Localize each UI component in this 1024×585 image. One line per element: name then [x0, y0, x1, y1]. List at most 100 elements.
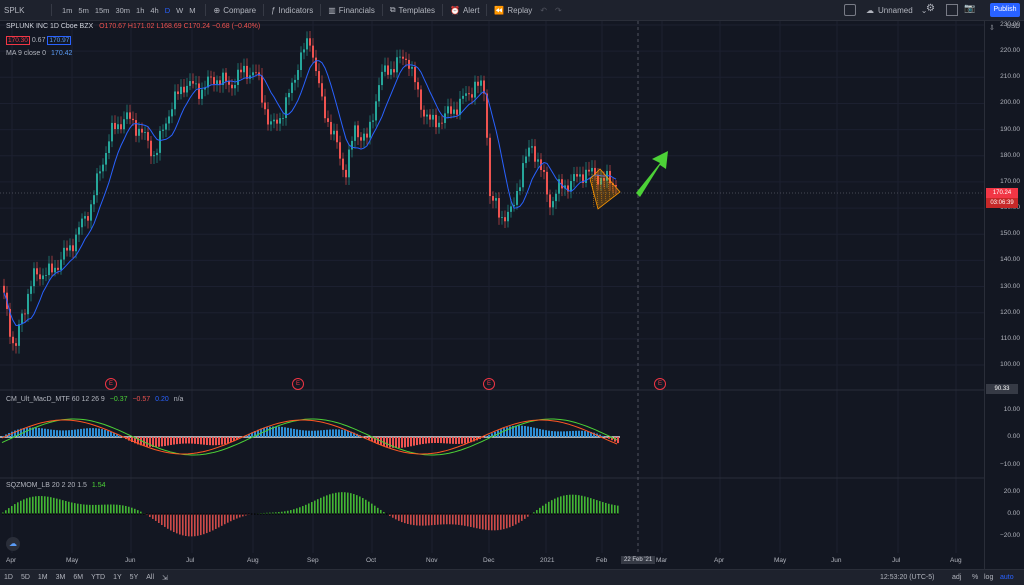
ma-legend[interactable]: MA 9 close 0 170.42: [6, 50, 72, 57]
squeeze-dot: [227, 513, 229, 515]
macd-histogram-bar: [218, 437, 220, 445]
candle-body: [99, 171, 101, 173]
log-toggle[interactable]: log: [980, 574, 997, 581]
clock[interactable]: 12:53:20 (UTC-5): [876, 574, 938, 581]
momentum-bar: [41, 496, 43, 514]
divider: [486, 4, 487, 16]
symbol-legend[interactable]: SPLUNK INC 1D Cboe BZX O170.67 H171.02 L…: [6, 23, 260, 30]
squeeze-dot: [377, 513, 379, 515]
publish-label: Publish: [994, 6, 1017, 13]
macd-title: CM_Ult_MacD_MTF 60 12 26 9: [6, 396, 105, 403]
financials-button[interactable]: ▥Financials: [324, 0, 379, 20]
range-1m[interactable]: 1M: [34, 574, 52, 581]
scale-menu-icon[interactable]: ⇩: [989, 24, 995, 32]
earnings-marker[interactable]: E: [654, 378, 666, 390]
adj-toggle[interactable]: adj: [948, 574, 965, 581]
range-all[interactable]: All: [142, 574, 158, 581]
timeframe-4h[interactable]: 4h: [147, 6, 161, 15]
momentum-bar: [110, 504, 112, 514]
candle-body: [105, 153, 107, 165]
timeframe-d[interactable]: D: [162, 6, 173, 15]
timeframe-m[interactable]: M: [186, 6, 198, 15]
candle-body: [309, 38, 311, 45]
fullscreen-icon[interactable]: [946, 4, 958, 16]
candle-body: [21, 314, 23, 325]
earnings-marker[interactable]: E: [483, 378, 495, 390]
momentum-bar: [413, 514, 415, 525]
macd-histogram-bar: [383, 437, 385, 446]
range-1d[interactable]: 1D: [0, 574, 17, 581]
squeeze-dot: [29, 513, 31, 515]
momentum-bar: [209, 514, 211, 532]
earnings-marker[interactable]: E: [292, 378, 304, 390]
momentum-bar: [341, 492, 343, 514]
calendar-icon[interactable]: ⇲: [158, 574, 172, 582]
templates-button[interactable]: ⧉Templates: [386, 0, 439, 20]
squeeze-dot: [173, 513, 175, 515]
compare-button[interactable]: ⊕Compare: [209, 0, 260, 20]
gear-icon[interactable]: ⚙: [926, 3, 935, 14]
replay-button[interactable]: ⏪Replay: [490, 0, 536, 20]
macd-histogram-bar: [44, 429, 46, 437]
timeframe-30m[interactable]: 30m: [112, 6, 133, 15]
range-3m[interactable]: 3M: [52, 574, 70, 581]
range-5y[interactable]: 5Y: [126, 574, 143, 581]
layout-menu[interactable]: ☁Unnamed⌄: [866, 0, 927, 20]
momentum-bar: [485, 514, 487, 530]
squeeze-dot: [353, 513, 355, 515]
candle-body: [372, 120, 374, 121]
symbol-search[interactable]: SPLK: [0, 0, 48, 20]
squeeze-dot: [239, 513, 241, 515]
momentum-bar: [545, 504, 547, 514]
timeframe-w[interactable]: W: [173, 6, 186, 15]
earnings-marker[interactable]: E: [105, 378, 117, 390]
momentum-bar: [68, 502, 70, 514]
timeframe-5m[interactable]: 5m: [75, 6, 91, 15]
candle-body: [210, 77, 212, 78]
range-ytd[interactable]: YTD: [87, 574, 109, 581]
squeeze-dot: [68, 513, 70, 515]
macd-histogram-bar: [515, 426, 517, 437]
publish-button[interactable]: Publish: [990, 3, 1020, 17]
camera-icon[interactable]: 📷: [964, 3, 975, 14]
squeeze-dot: [311, 513, 313, 515]
candle-body: [150, 141, 152, 157]
ask-price[interactable]: 170.97: [47, 36, 71, 45]
range-5d[interactable]: 5D: [17, 574, 34, 581]
range-6m[interactable]: 6M: [69, 574, 87, 581]
squeeze-dot: [437, 513, 439, 515]
tv-logo-icon[interactable]: ☁: [6, 537, 20, 551]
undo-button[interactable]: ↶: [536, 0, 551, 20]
fullscreen-square-icon[interactable]: [844, 4, 856, 16]
bid-price[interactable]: 170.30: [6, 36, 30, 45]
timeframe-1h[interactable]: 1h: [133, 6, 147, 15]
momentum-bar: [434, 514, 436, 525]
candle-body: [69, 245, 71, 250]
candle-body: [102, 165, 104, 172]
momentum-bar: [344, 492, 346, 514]
macd-histogram-bar: [227, 437, 229, 443]
chart-canvas[interactable]: [0, 21, 984, 569]
range-1y[interactable]: 1Y: [109, 574, 126, 581]
candle-body: [441, 123, 443, 124]
sqz-legend[interactable]: SQZMOM_LB 20 2 20 1.5 1.54: [6, 482, 106, 489]
macd-legend[interactable]: CM_Ult_MacD_MTF 60 12 26 9 −0.37 −0.57 0…: [6, 396, 183, 403]
time-tick: Feb: [596, 557, 607, 564]
redo-button[interactable]: ↷: [551, 0, 566, 20]
macd-histogram-bar: [11, 432, 13, 437]
timeframe-15m[interactable]: 15m: [92, 6, 113, 15]
squeeze-dot: [14, 513, 16, 515]
alert-button[interactable]: ⏰Alert: [446, 0, 483, 20]
timeframe-1m[interactable]: 1m: [59, 6, 75, 15]
candle-body: [294, 80, 296, 83]
alarm-clock-icon: ⏰: [450, 6, 460, 15]
macd-histogram-bar: [311, 431, 313, 437]
candle-body: [216, 80, 218, 84]
squeeze-dot: [158, 513, 160, 515]
squeeze-dot: [482, 513, 484, 515]
momentum-bar: [473, 514, 475, 528]
auto-toggle[interactable]: auto: [996, 574, 1018, 581]
macd-histogram-bar: [566, 431, 568, 437]
